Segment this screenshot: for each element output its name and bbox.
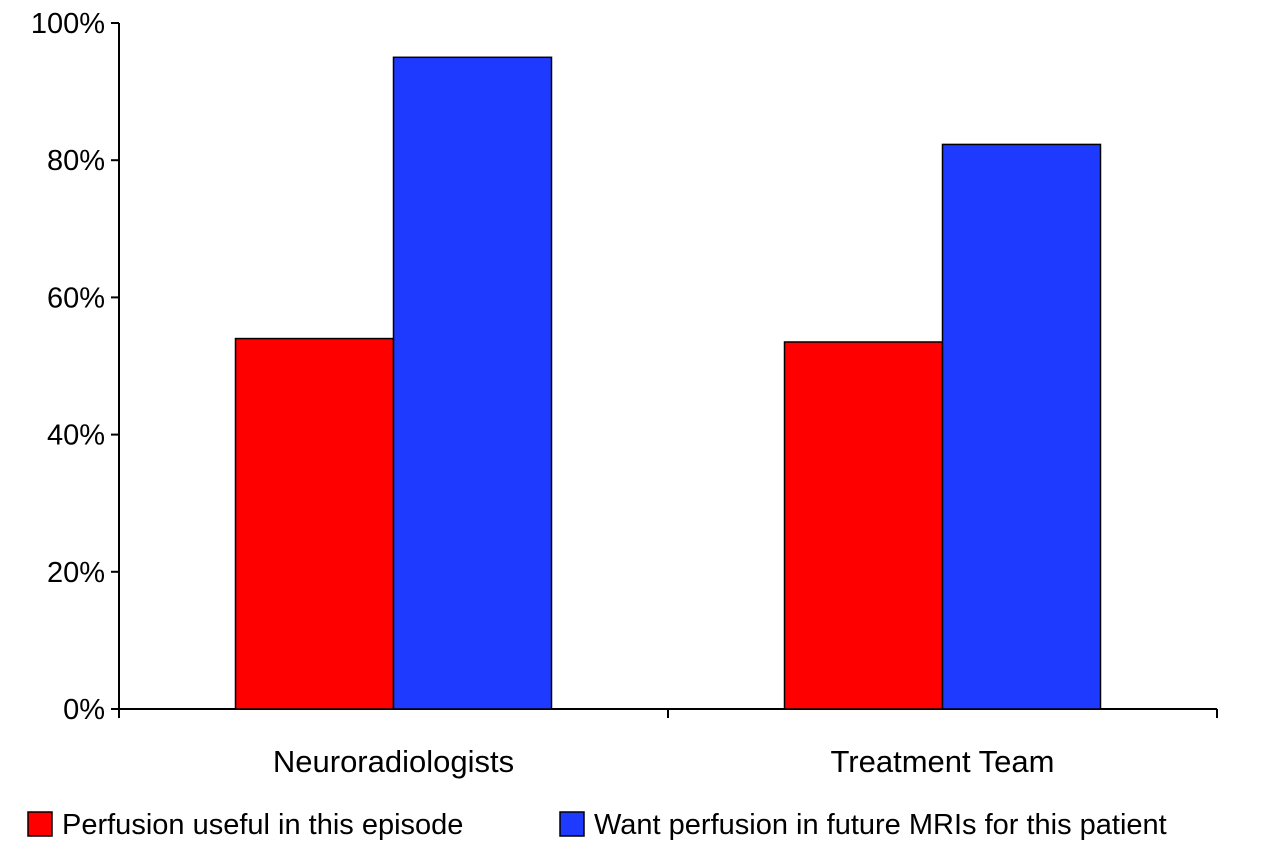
y-tick-label: 20% [47,557,105,589]
legend-label: Perfusion useful in this episode [62,809,463,841]
bars [234,56,1102,710]
y-tick-label: 60% [47,282,105,314]
bar-perfusion-useful-0 [234,337,395,710]
x-category-label: Neuroradiologists [273,744,514,779]
y-tick-label: 40% [47,420,105,452]
legend: Perfusion useful in this episode Want per… [27,809,1167,841]
bar-perfusion-useful-1 [783,341,944,710]
axis-labels: 0% 20% 40% 60% 80% 100% Neuroradiologists Treat… [31,8,1055,779]
bar-want-perfusion-0 [392,56,553,710]
legend-label: Want perfusion in future MRIs for this p… [594,809,1167,841]
y-tick-label: 0% [63,694,105,726]
bar-want-perfusion-1 [941,143,1102,710]
y-tick-label: 100% [31,8,105,40]
y-tick-label: 80% [47,145,105,177]
legend-swatch [559,811,585,837]
x-category-label: Treatment Team [831,744,1055,779]
legend-swatch [27,811,53,837]
